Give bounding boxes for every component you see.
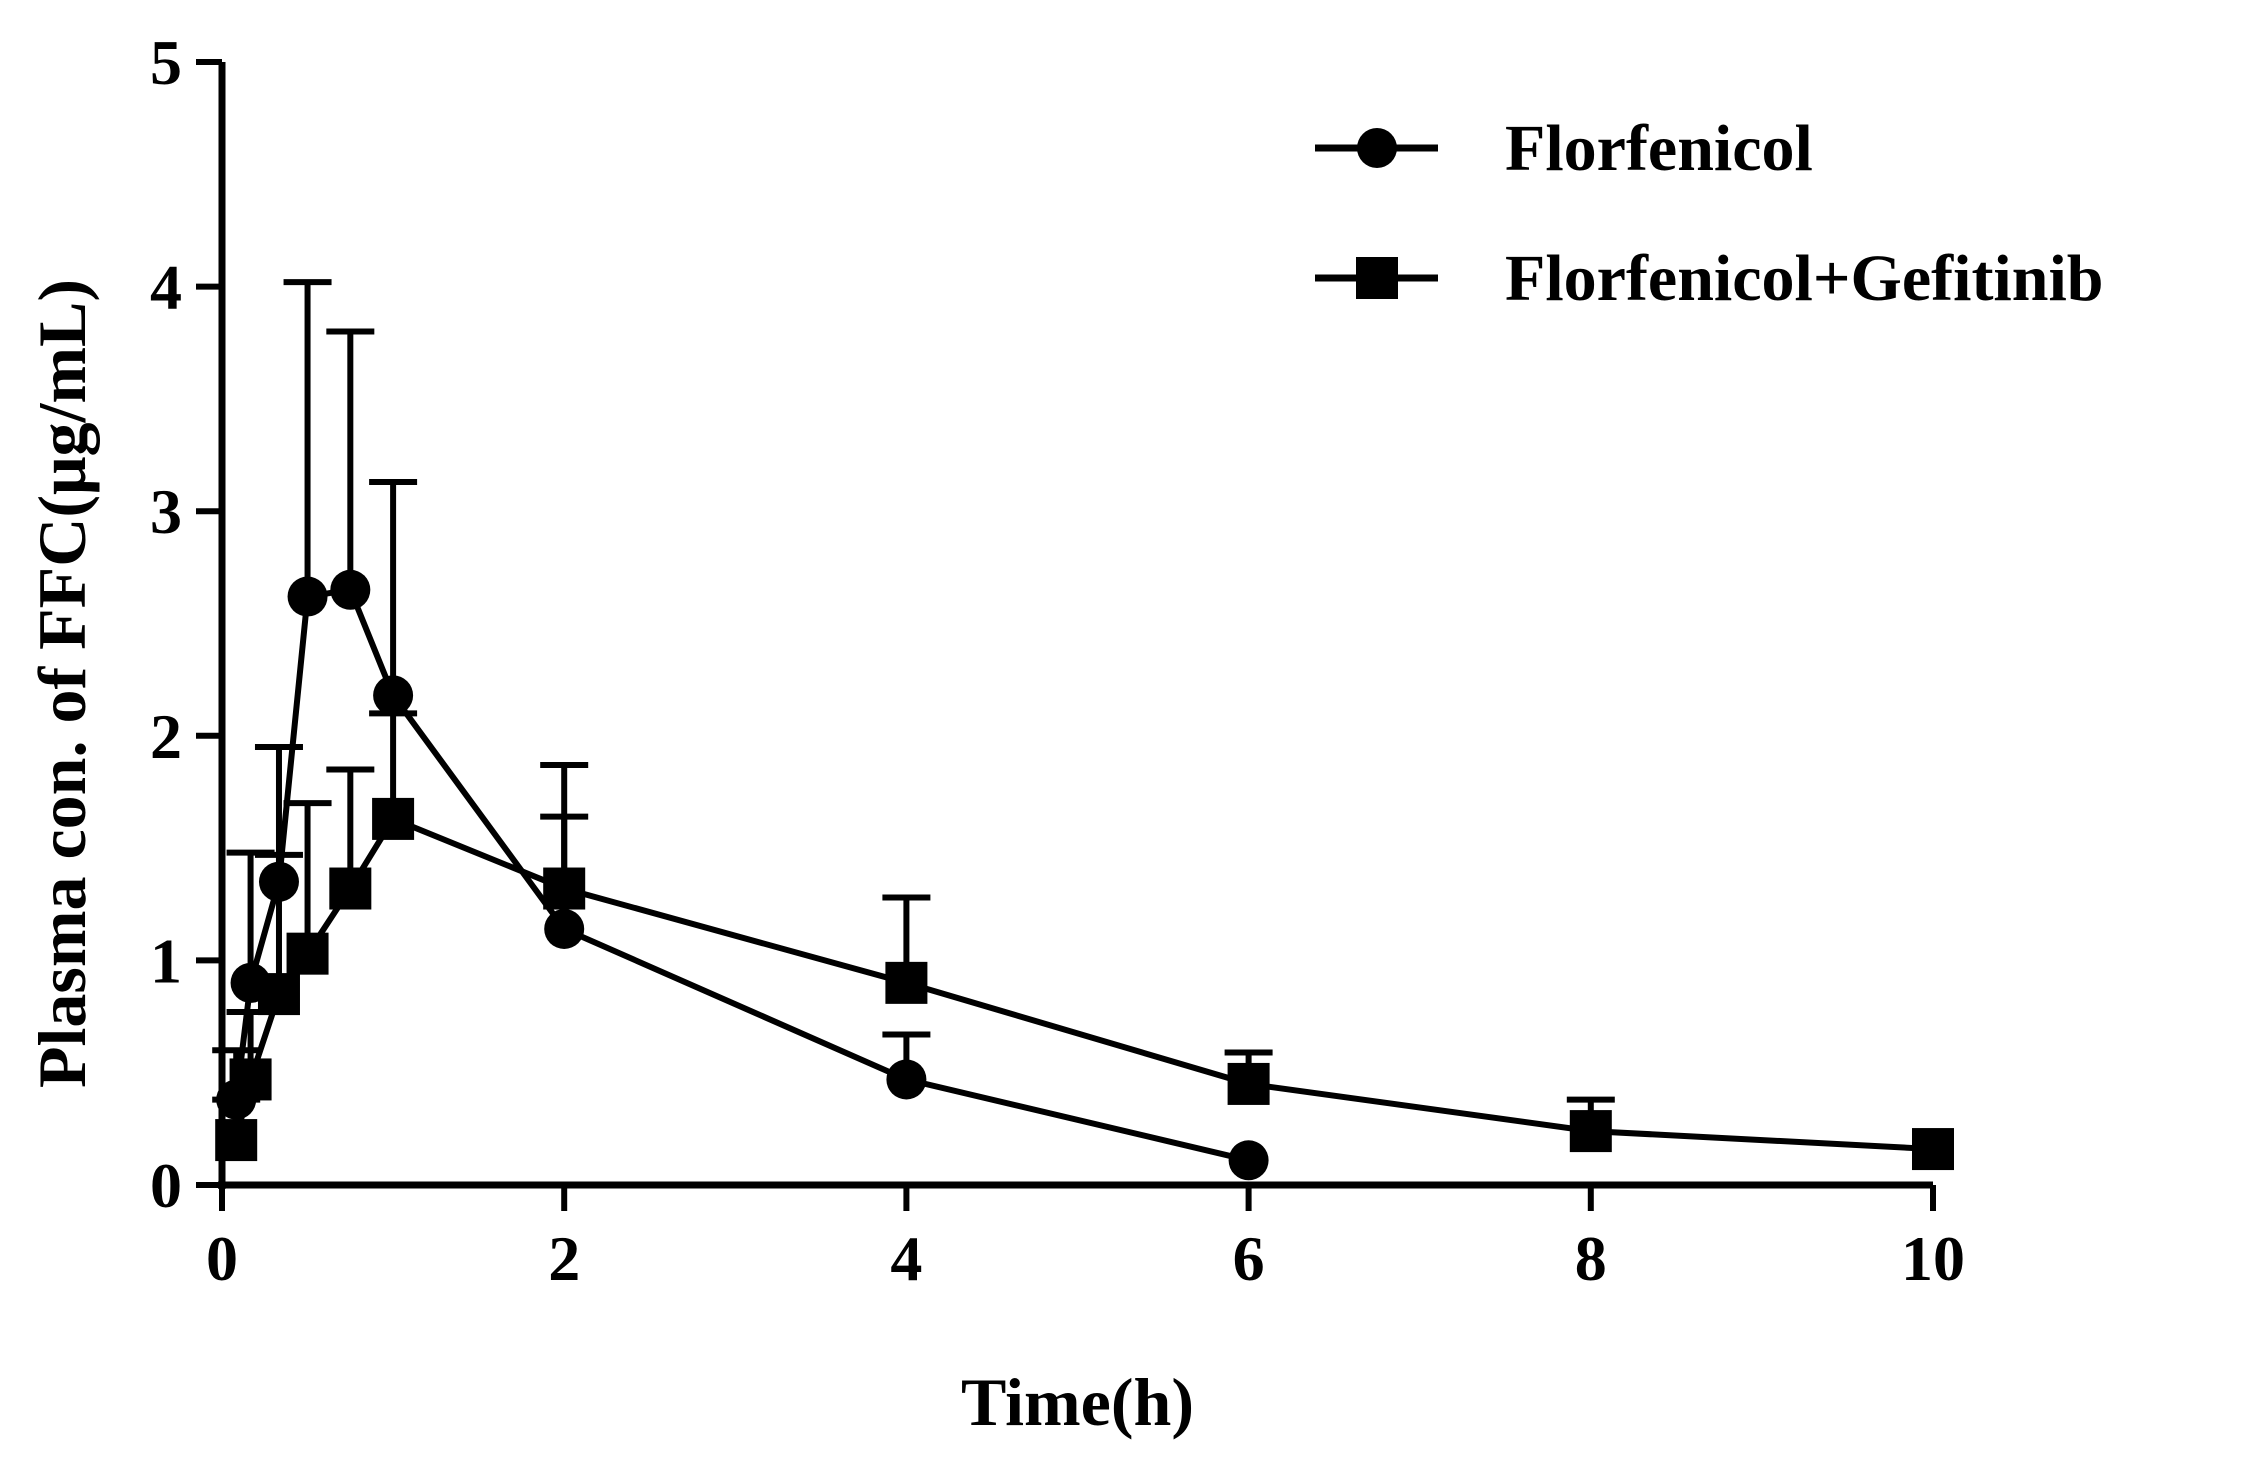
series-line [233, 586, 1250, 1164]
legend-marker [1356, 257, 1398, 299]
y-tick-label: 4 [150, 252, 182, 323]
y-tick-label: 1 [150, 925, 182, 996]
data-point [373, 675, 414, 716]
y-axis-title: Plasma con. of FFC(μg/mL) [24, 279, 100, 1088]
x-tick-label: 10 [1901, 1223, 1965, 1294]
axes: 0 1 2 3 4 5 0 2 4 6 8 10 [150, 27, 1965, 1294]
legend-item: Florfenicol+Gefitinib [1315, 242, 2104, 315]
y-tick-label: 3 [150, 476, 182, 547]
legend-marker [1357, 128, 1397, 168]
data-point [330, 569, 371, 610]
x-axis-title: Time(h) [961, 1364, 1194, 1440]
data-point [1227, 1062, 1270, 1105]
data-point [329, 867, 372, 910]
data-point [286, 932, 329, 975]
data-point [886, 1059, 927, 1100]
x-tick-label: 2 [548, 1223, 580, 1294]
data-point [1228, 1140, 1269, 1181]
series-florfenicol-gefitinib [212, 710, 1954, 1171]
legend-item: Florfenicol [1315, 112, 1813, 185]
data-point [372, 797, 415, 840]
legend-label: Florfenicol+Gefitinib [1505, 242, 2104, 315]
data-point [257, 973, 300, 1016]
data-point [543, 867, 586, 910]
data-point [544, 908, 585, 949]
legend-label: Florfenicol [1505, 112, 1813, 185]
data-point [1912, 1128, 1954, 1171]
plot-area [212, 279, 1954, 1181]
data-point [885, 961, 928, 1004]
x-tick-label: 8 [1575, 1223, 1607, 1294]
y-tick-label: 2 [150, 701, 182, 772]
legend: Florfenicol Florfenicol+Gefitinib [1315, 112, 2104, 315]
data-point [1569, 1110, 1612, 1153]
series-line [233, 815, 1934, 1153]
y-tick-label: 5 [150, 27, 182, 98]
data-point [229, 1058, 272, 1101]
data-point [287, 576, 328, 617]
x-tick-label: 6 [1233, 1223, 1265, 1294]
x-tick-label: 0 [206, 1223, 238, 1294]
y-tick-label: 0 [150, 1150, 182, 1221]
x-tick-label: 4 [890, 1223, 922, 1294]
